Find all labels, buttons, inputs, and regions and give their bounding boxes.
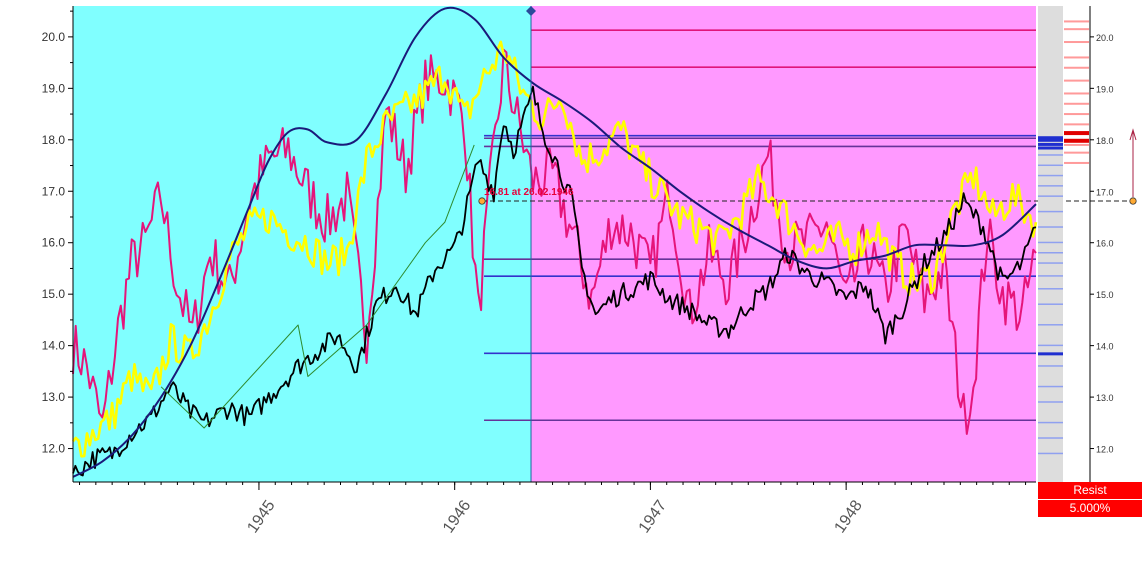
red-density-bar — [1064, 143, 1089, 146]
resist-badge-label: Resist — [1073, 483, 1107, 497]
chart-overlays: 16.81 at 26.02.1946 — [478, 6, 1137, 482]
y-tick-label: 19.0 — [42, 81, 66, 95]
forecast-marker-icon — [526, 6, 537, 16]
blue-density-bar — [1038, 344, 1063, 347]
resist-badge-value-background — [1038, 500, 1142, 517]
trend-line — [160, 144, 475, 429]
blue-density-bar — [1038, 365, 1063, 367]
blue-density-bar — [1038, 421, 1063, 424]
red-density-bar — [1064, 123, 1089, 126]
crosshair-end-point-icon — [1129, 197, 1137, 205]
blue-density-bar — [1038, 303, 1063, 305]
blue-density-bar — [1038, 401, 1063, 403]
right-tick-label: 19.0 — [1096, 84, 1114, 94]
price-series-line — [72, 85, 1037, 477]
future-region-background — [531, 6, 1036, 482]
blue-density-bar — [1038, 136, 1063, 140]
red-density-bar — [1064, 41, 1089, 44]
red-density-bar — [1064, 161, 1089, 164]
blue-density-bar — [1038, 288, 1063, 290]
y-tick-label: 15.0 — [42, 287, 66, 301]
blue-density-bar — [1038, 195, 1063, 197]
red-density-bar — [1064, 151, 1089, 154]
resist-badge-background — [1038, 482, 1142, 499]
resist-badge-value: 5.000% — [1070, 501, 1111, 515]
y-tick-label: 14.0 — [42, 339, 66, 353]
blue-density-bar — [1038, 252, 1063, 254]
right-tick-label: 17.0 — [1096, 187, 1114, 197]
blue-density-bar — [1038, 452, 1063, 455]
blue-density-bar — [1038, 241, 1063, 244]
blue-density-bar — [1038, 174, 1063, 177]
y-tick-label: 12.0 — [42, 442, 66, 456]
y-tick-label: 18.0 — [42, 133, 66, 147]
series-lines — [71, 6, 1038, 478]
blue-density-bar — [1038, 154, 1063, 156]
crosshair-annotation: 16.81 at 26.02.1946 — [484, 187, 574, 198]
y-tick-label: 13.0 — [42, 390, 66, 404]
right-tick-label: 20.0 — [1096, 33, 1114, 43]
blue-density-bar — [1038, 352, 1063, 356]
blue-density-bar — [1038, 385, 1063, 388]
yellow-series-line — [71, 40, 1038, 458]
red-density-bar — [1064, 113, 1089, 116]
red-density-bar — [1064, 138, 1089, 143]
blue-density-bar — [1038, 146, 1063, 150]
y-tick-label: 17.0 — [42, 184, 66, 198]
y-tick-label: 20.0 — [42, 30, 66, 44]
past-region-background — [73, 6, 532, 482]
blue-density-bar — [1038, 262, 1063, 264]
right-tick-label: 15.0 — [1096, 290, 1114, 300]
right-tick-label: 14.0 — [1096, 342, 1114, 352]
right-tick-label: 13.0 — [1096, 393, 1114, 403]
blue-density-bar — [1038, 437, 1063, 439]
y-tick-label: 16.0 — [42, 236, 66, 250]
red-density-bar — [1064, 20, 1089, 23]
blue-density-bar — [1038, 164, 1063, 167]
blue-density-bar — [1038, 138, 1063, 142]
blue-density-bar — [1038, 142, 1063, 146]
blue-density-bar — [1038, 324, 1063, 326]
level-heatmap — [1038, 6, 1089, 482]
blue-density-bar — [1038, 185, 1063, 187]
red-density-bar — [1064, 92, 1089, 95]
right-tick-label: 18.0 — [1096, 136, 1114, 146]
crosshair-point-icon — [478, 197, 486, 205]
blue-density-bar — [1038, 275, 1063, 277]
blue-density-bar — [1038, 226, 1063, 228]
red-density-bar — [1064, 131, 1089, 136]
right-tick-label: 16.0 — [1096, 239, 1114, 249]
blue-density-bar — [1038, 210, 1063, 213]
right-tick-label: 12.0 — [1096, 445, 1114, 455]
red-density-bar — [1064, 79, 1089, 82]
cursor-arrow-icon — [1129, 128, 1137, 141]
level-density-column — [1038, 6, 1063, 482]
red-density-bar — [1064, 28, 1089, 31]
red-density-bar — [1064, 102, 1089, 105]
red-density-bar — [1064, 56, 1089, 59]
right-price-axis: 12.0 13.0 14.0 15.0 16.0 17.0 18.0 19.0 20.0 — [1089, 6, 1114, 482]
red-density-bar — [1064, 66, 1089, 69]
